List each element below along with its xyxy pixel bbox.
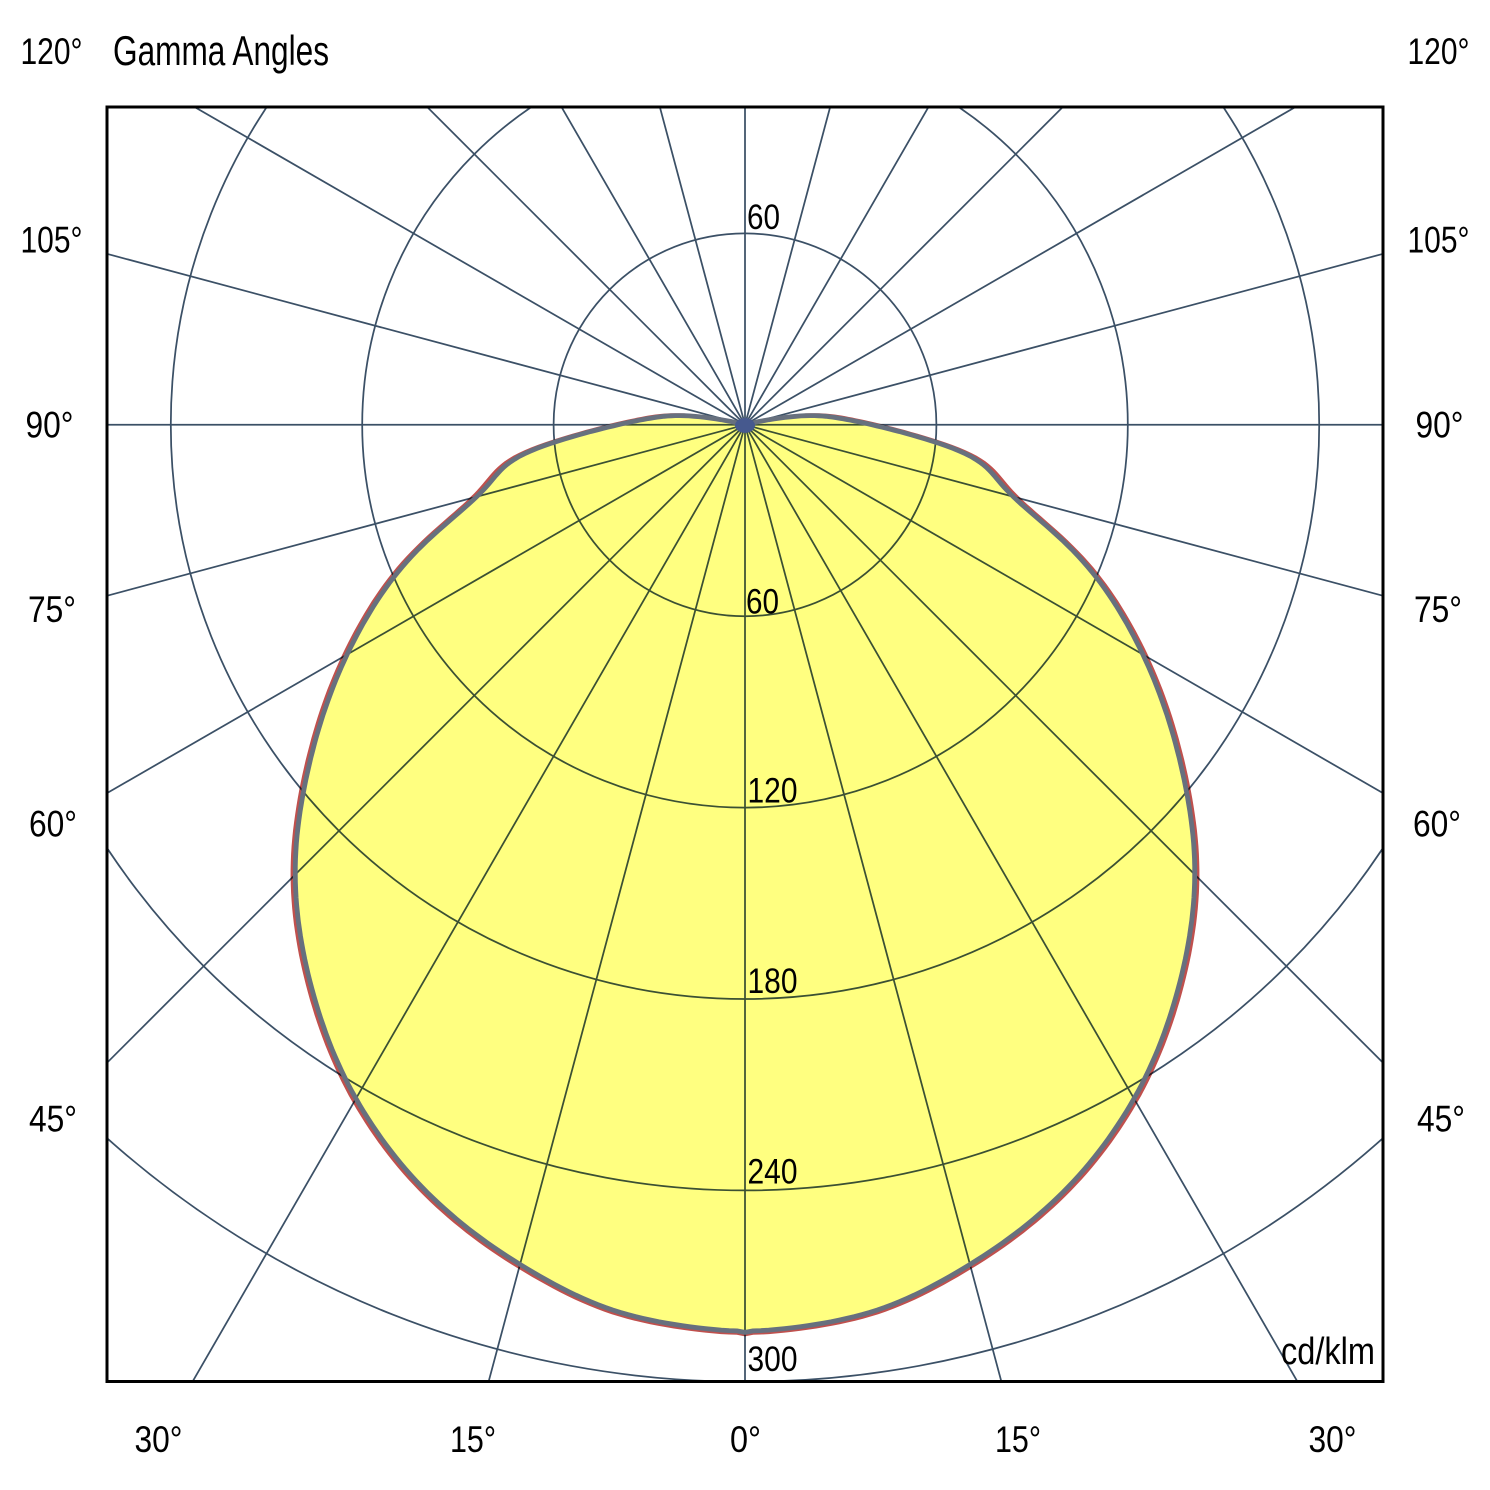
svg-text:Gamma Angles: Gamma Angles xyxy=(113,27,329,74)
svg-text:105°: 105° xyxy=(21,220,83,261)
svg-text:60: 60 xyxy=(747,198,780,237)
svg-text:45°: 45° xyxy=(29,1099,77,1140)
svg-text:60: 60 xyxy=(746,583,779,622)
svg-text:15°: 15° xyxy=(450,1419,496,1460)
svg-text:60°: 60° xyxy=(1413,804,1461,845)
svg-text:300: 300 xyxy=(748,1340,798,1379)
svg-text:cd/klm: cd/klm xyxy=(1281,1331,1375,1373)
svg-text:75°: 75° xyxy=(1414,589,1462,630)
svg-text:120°: 120° xyxy=(1408,31,1470,72)
svg-text:105°: 105° xyxy=(1408,220,1470,261)
svg-text:120°: 120° xyxy=(21,31,83,72)
svg-text:60°: 60° xyxy=(29,804,77,845)
svg-text:30°: 30° xyxy=(135,1419,183,1460)
svg-text:0°: 0° xyxy=(730,1419,761,1460)
svg-text:90°: 90° xyxy=(26,405,74,446)
svg-text:240: 240 xyxy=(748,1153,798,1192)
svg-text:45°: 45° xyxy=(1417,1099,1465,1140)
svg-text:75°: 75° xyxy=(28,589,76,630)
svg-text:180: 180 xyxy=(748,962,798,1001)
svg-text:120: 120 xyxy=(748,772,798,811)
svg-text:90°: 90° xyxy=(1416,405,1464,446)
svg-text:15°: 15° xyxy=(995,1419,1041,1460)
svg-text:30°: 30° xyxy=(1309,1419,1357,1460)
